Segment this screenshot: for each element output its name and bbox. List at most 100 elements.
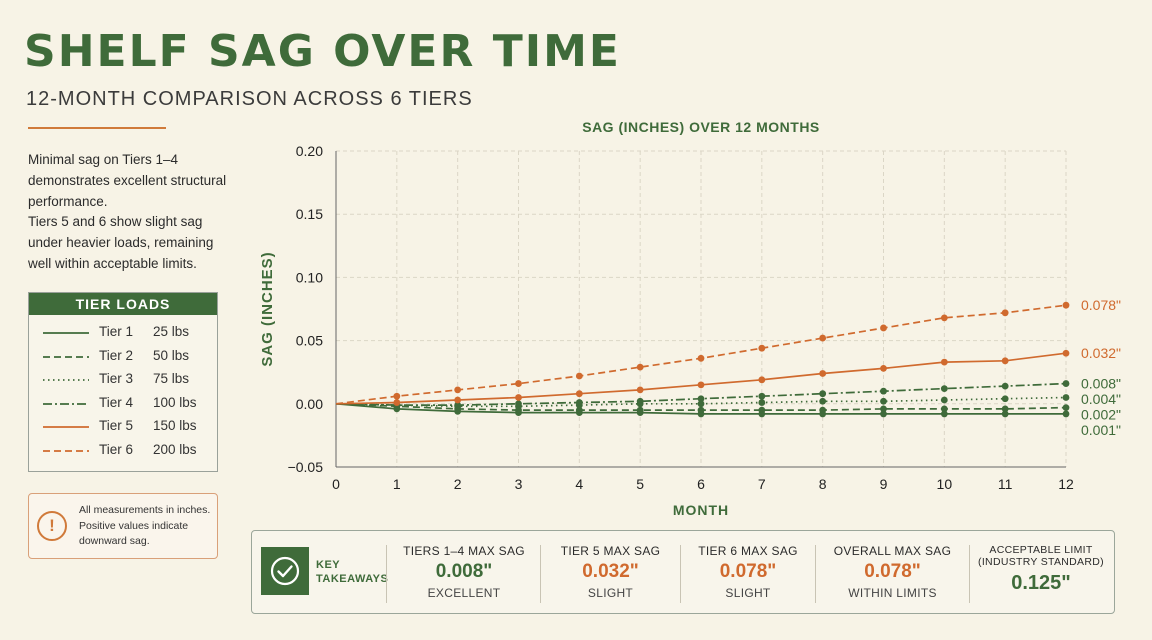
legend-item-name: Tier 6 [99,442,134,457]
y-tick-label: 0.15 [296,206,323,222]
stat-label: TIER 6 MAX SAG [698,544,798,558]
data-point [880,387,887,395]
y-tick-label: 0.00 [296,396,323,412]
legend-swatch [43,355,89,358]
legend-item-name: Tier 2 [99,347,134,363]
data-point [636,363,644,371]
data-point [1062,394,1070,401]
takeaways-label-line-2: TAKEAWAYS [316,573,389,585]
data-point [940,358,948,366]
data-point [758,392,766,400]
x-tick-label: 11 [998,476,1013,492]
alert-icon: ! [37,511,67,541]
y-tick-label: 0.05 [296,333,323,349]
data-point [758,399,766,406]
note-line-2: Positive values indicate downward sag. [79,519,189,548]
legend: TIER LOADS Tier 1 25 lbs Tier 2 50 lbs Tier … [28,292,218,472]
check-icon [270,556,300,586]
legend-swatch [43,450,89,452]
legend-swatch [43,426,89,429]
y-axis-label: SAG (INCHES) [259,251,276,366]
legend-item-name: Tier 1 [99,324,134,339]
divider [969,545,970,603]
data-point [1062,380,1070,387]
data-point [758,376,766,384]
data-point [880,397,887,405]
key-takeaways-panel: KEY TAKEAWAYS TIERS 1–4 MAX SAG 0.008" E… [251,530,1115,614]
data-point [636,397,644,405]
legend-item-load: 150 lbs [153,418,197,434]
divider [540,545,541,603]
legend-swatch [43,379,89,382]
data-point [819,390,827,398]
legend-item-name: Tier 3 [99,371,134,387]
x-tick-label: 10 [937,476,953,492]
data-point [515,394,522,401]
legend-item-load: 200 lbs [153,442,197,457]
chart-title: SAG (INCHES) OVER 12 MONTHS [582,119,820,135]
data-point [880,405,887,413]
stat-value: 0.032" [582,561,639,582]
y-tick-label: −0.05 [288,459,324,475]
data-point [940,385,948,393]
legend-item-load: 50 lbs [153,347,190,363]
x-tick-label: 7 [758,476,766,492]
series-end-label: 0.002" [1081,407,1121,423]
data-point [1001,357,1009,365]
data-point [940,410,948,418]
stat-label: TIER 5 MAX SAG [560,544,661,558]
x-tick-label: 4 [575,476,583,492]
series-end-label: 0.078" [1081,297,1121,313]
stat-tier-5: TIER 5 MAX SAG 0.032" SLIGHT [541,544,680,600]
legend-item-load: 100 lbs [153,394,197,410]
data-point [575,406,583,414]
y-tick-label: 0.20 [296,143,323,159]
data-point [1062,404,1070,411]
data-point [758,344,766,352]
data-point [819,397,827,405]
x-tick-label: 3 [515,476,523,492]
data-point [393,399,401,406]
note-box: ! All measurements in inches. Positive v… [28,493,218,559]
data-point [1001,309,1009,317]
sag-line-chart: SAG (INCHES) OVER 12 MONTHS 0.20 0.15 0.10 0… [259,119,1121,518]
stat-label: ACCEPTABLE LIMIT [989,544,1093,556]
series-end-label: 0.032" [1081,345,1121,361]
data-point [697,381,705,389]
series-end-label: 0.004" [1081,391,1121,407]
x-tick-label: 9 [880,476,888,492]
takeaways-label-line-1: KEY [316,559,341,571]
intro-text: Minimal sag on Tiers 1–4 demonstrates ex… [28,150,228,275]
data-point [880,324,887,332]
legend-item-name: Tier 5 [99,418,134,434]
divider [680,545,681,603]
intro-line-2: Tiers 5 and 6 show slight sag under heav… [28,214,214,271]
data-point [697,406,705,414]
key-takeaways-label: KEY TAKEAWAYS [316,558,388,586]
data-point [880,410,887,418]
x-tick-label: 0 [332,476,340,492]
x-tick-label: 8 [819,476,827,492]
stat-tiers-1-4: TIERS 1–4 MAX SAG 0.008" EXCELLENT [388,544,540,600]
data-point [515,380,522,387]
data-point [758,406,766,414]
data-point [575,399,583,406]
legend-swatch [43,402,89,405]
data-point [454,386,462,394]
data-point [1001,395,1009,403]
stat-desc: WITHIN LIMITS [848,586,937,600]
legend-item-load: 75 lbs [153,371,190,387]
legend-item: Tier 2 50 lbs [29,347,217,367]
stat-label: TIERS 1–4 MAX SAG [403,544,525,558]
x-tick-label: 5 [636,476,644,492]
data-point [940,314,948,322]
data-point [1001,382,1009,390]
stat-value: 0.078" [719,561,777,582]
data-point [575,372,583,380]
legend-item-name: Tier 4 [99,394,134,410]
data-point [819,370,827,377]
legend-item: Tier 5 150 lbs [29,417,217,437]
x-axis-label: MONTH [673,502,729,518]
page-title: SHELF SAG OVER TIME [24,26,621,77]
stat-label-sub: (INDUSTRY STANDARD) [978,556,1104,568]
